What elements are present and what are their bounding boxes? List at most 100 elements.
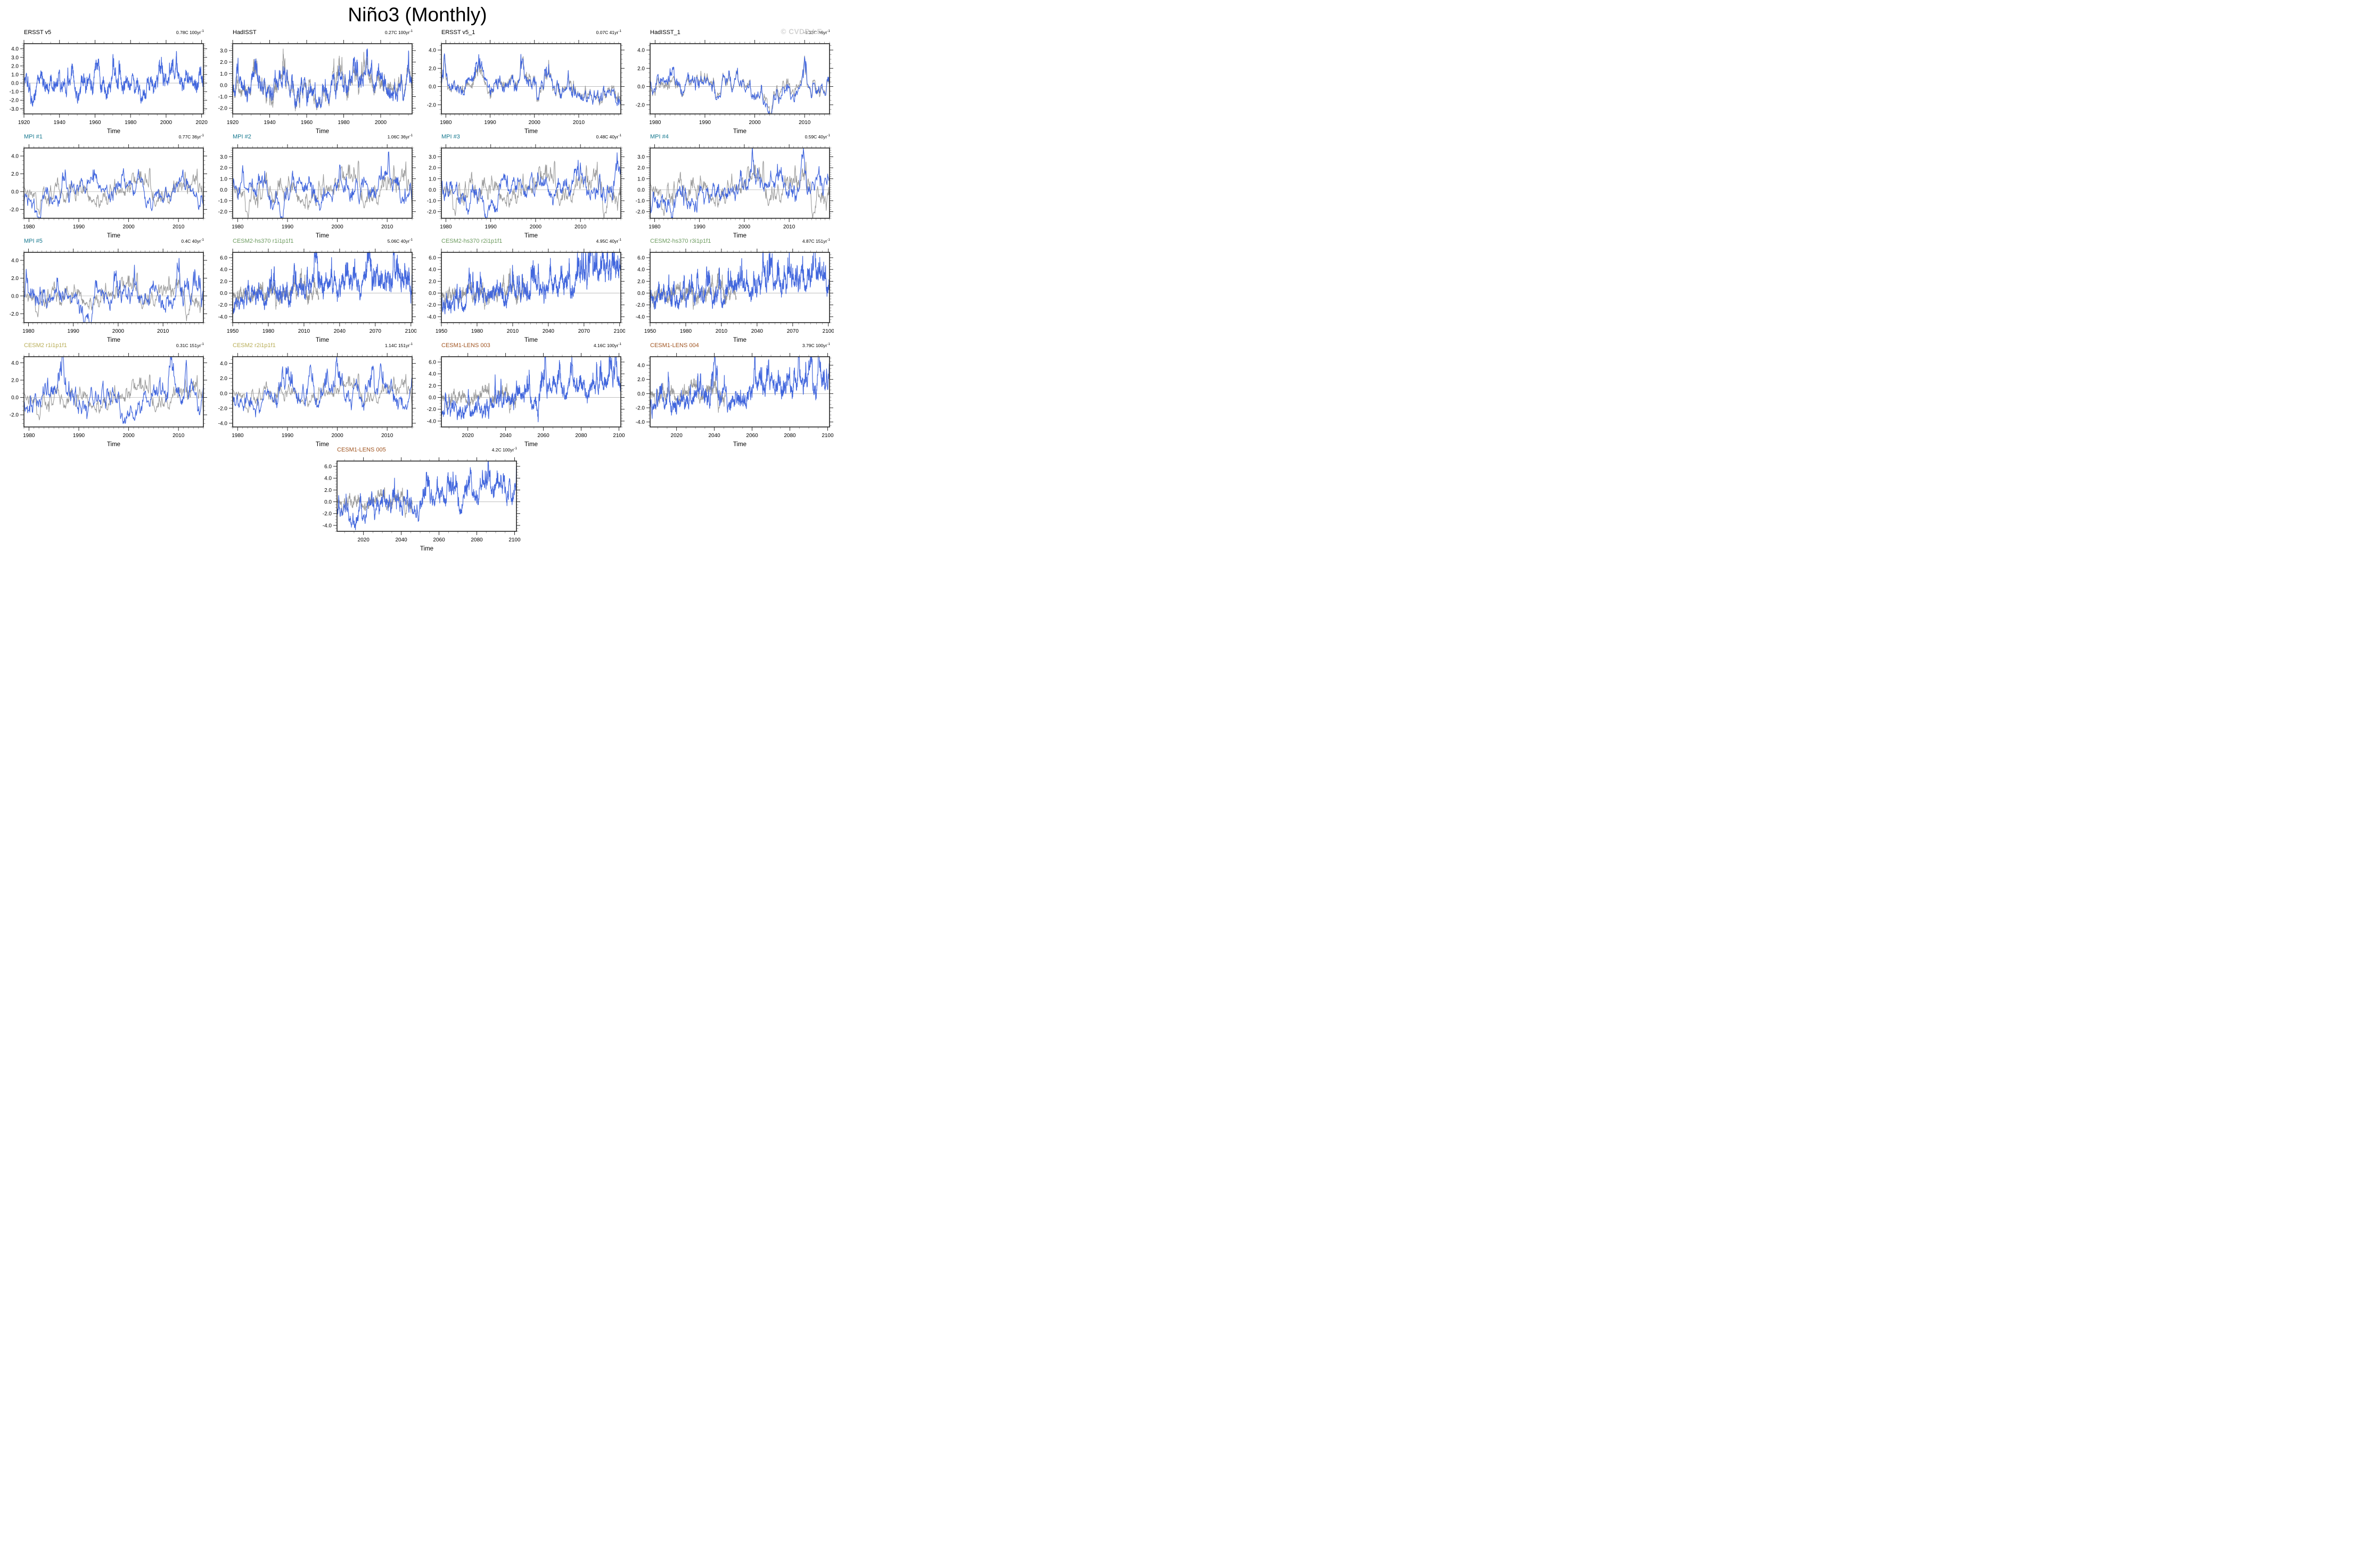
model-series-line	[24, 356, 203, 424]
panel-title: ERSST v5	[24, 29, 52, 36]
model-series-line	[337, 461, 516, 530]
panel-header: MPI #4 0.59C 40yr-1	[650, 134, 830, 142]
panel-hadisst: HadISST 0.27C 100yr-1 1920 1940 1960 1980 2000…	[212, 29, 416, 134]
svg-text:1990: 1990	[699, 120, 711, 126]
svg-text:-4.0: -4.0	[636, 420, 645, 425]
panel-title: HadISST	[233, 29, 257, 36]
svg-text:1980: 1980	[23, 224, 35, 230]
trend-annotation: 0.07C 41yr-1	[596, 29, 621, 35]
svg-text:2000: 2000	[112, 328, 125, 334]
svg-text:-2.0: -2.0	[323, 511, 332, 517]
trend-annotation: 4.16C 100yr-1	[593, 342, 621, 348]
panel-mpi-5: MPI #5 0.4C 40yr-1 1980 1990 2000 2010 4.0 2.0 0…	[4, 238, 208, 342]
axis-ticks	[438, 352, 625, 431]
svg-text:-2.0: -2.0	[10, 97, 19, 103]
plot-frame	[232, 251, 413, 323]
panel-header: MPI #2 1.06C 36yr-1	[233, 134, 413, 142]
svg-text:-4.0: -4.0	[218, 421, 228, 426]
cvdp-le-watermark: © CVDP-LE	[781, 28, 822, 36]
time-axis-label: Time	[524, 233, 538, 238]
svg-text:4.0: 4.0	[429, 267, 436, 273]
axis-ticks	[438, 39, 625, 118]
model-series-line	[233, 356, 412, 417]
svg-text:4.0: 4.0	[429, 47, 436, 53]
panel-header: ERSST v5 0.78C 100yr-1	[24, 29, 204, 37]
panel-cesm1-lens-005: CESM1-LENS 005 4.2C 100yr-1 2020 2040 2060 20…	[317, 447, 521, 551]
axis-ticks	[333, 457, 520, 535]
panel-title: CESM1-LENS 005	[337, 446, 386, 453]
svg-text:4.0: 4.0	[11, 258, 19, 264]
svg-text:1940: 1940	[54, 120, 66, 126]
svg-text:6.0: 6.0	[429, 359, 436, 365]
svg-text:1950: 1950	[644, 328, 656, 334]
trend-annotation: 0.4C 40yr-1	[181, 237, 204, 244]
svg-text:1980: 1980	[125, 120, 137, 126]
series-lines	[24, 356, 203, 424]
panel-title: CESM2-hs370 r3i1p1f1	[650, 237, 711, 244]
panel-title: CESM2 r2i1p1f1	[233, 342, 276, 349]
svg-text:2040: 2040	[543, 328, 555, 334]
svg-text:-2.0: -2.0	[636, 405, 645, 411]
plot-frame	[23, 356, 204, 428]
svg-text:1980: 1980	[471, 328, 483, 334]
time-axis-label: Time	[316, 337, 329, 342]
svg-text:-4.0: -4.0	[636, 314, 645, 320]
svg-text:2020: 2020	[671, 433, 683, 439]
svg-text:0.0: 0.0	[637, 187, 645, 193]
panel-hadisst-1: HadISST_1 -0.33C 36yr-1 1980 1990 2000 2010 4.…	[630, 29, 834, 134]
panel-title: MPI #2	[233, 133, 251, 140]
svg-text:0.0: 0.0	[637, 291, 645, 297]
svg-text:1990: 1990	[68, 328, 80, 334]
series-lines	[441, 356, 621, 422]
svg-text:2080: 2080	[784, 433, 796, 439]
time-axis-label: Time	[733, 337, 746, 342]
panel-title: CESM1-LENS 004	[650, 342, 699, 349]
reference-series-line	[233, 160, 412, 218]
svg-text:4.0: 4.0	[220, 267, 227, 273]
svg-text:1940: 1940	[264, 120, 276, 126]
svg-text:1980: 1980	[23, 433, 35, 439]
time-axis-label: Time	[107, 441, 120, 447]
svg-text:2000: 2000	[331, 433, 343, 439]
svg-text:-4.0: -4.0	[427, 314, 437, 320]
series-lines	[650, 356, 830, 419]
plot-frame	[441, 251, 621, 323]
trend-annotation: 0.59C 40yr-1	[805, 133, 830, 139]
svg-text:2.0: 2.0	[637, 279, 645, 285]
plot: 1920 1940 1960 1980 2000 3.0 2.0 1.0 0.0 -1.0 -2.0…	[218, 39, 416, 134]
axis-tick-labels: 1920 1940 1960 1980 2000 3.0 2.0 1.0 0.0 -1.0 -2.0…	[218, 48, 387, 134]
svg-text:-2.0: -2.0	[427, 209, 437, 215]
plot: 1920 1940 1960 1980 2000 2020 4.0 3.0 2.0 1.0 0.0 -…	[10, 39, 208, 134]
svg-text:1990: 1990	[73, 433, 85, 439]
svg-text:1980: 1980	[680, 328, 692, 334]
plot-frame	[232, 43, 413, 114]
series-lines	[441, 252, 621, 315]
model-series-line	[24, 258, 203, 323]
svg-text:3.0: 3.0	[637, 154, 645, 160]
series-lines	[441, 152, 621, 218]
svg-text:-2.0: -2.0	[636, 302, 645, 308]
svg-text:1950: 1950	[436, 328, 448, 334]
series-lines	[233, 252, 412, 314]
panel-header: HadISST 0.27C 100yr-1	[233, 29, 413, 37]
panel-header: CESM1-LENS 004 3.79C 100yr-1	[650, 342, 830, 350]
svg-text:2.0: 2.0	[11, 276, 19, 282]
series-lines	[233, 48, 412, 111]
svg-text:2020: 2020	[462, 433, 474, 439]
svg-text:1980: 1980	[22, 328, 35, 334]
svg-text:-2.0: -2.0	[218, 105, 228, 111]
axis-ticks	[646, 39, 833, 118]
svg-text:2.0: 2.0	[637, 165, 645, 171]
axis-tick-labels: 1980 1990 2000 2010 3.0 2.0 1.0 0.0 -1.0 -2.0 Time	[636, 154, 795, 238]
svg-text:2070: 2070	[578, 328, 590, 334]
svg-text:1980: 1980	[262, 328, 275, 334]
model-series-line	[441, 152, 621, 218]
svg-text:1.0: 1.0	[220, 176, 227, 182]
svg-text:2060: 2060	[537, 433, 549, 439]
time-axis-label: Time	[524, 128, 538, 134]
svg-text:-2.0: -2.0	[10, 412, 19, 418]
svg-text:2060: 2060	[433, 537, 445, 543]
svg-text:2.0: 2.0	[220, 60, 227, 65]
plot: 1950 1980 2010 2040 2070 2100 6.0 4.0 2.0 0.0 -2.0…	[636, 248, 834, 342]
svg-text:-1.0: -1.0	[10, 89, 19, 95]
